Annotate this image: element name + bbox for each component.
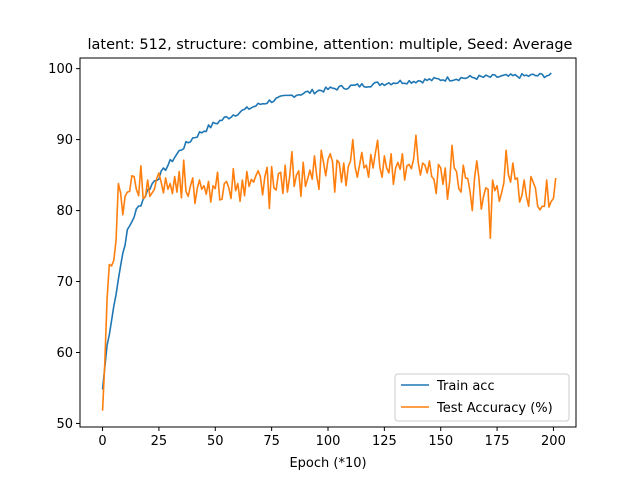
x-tick-label: 50	[207, 434, 224, 449]
axis-ticks: 0 25 50 75 100 125 150 175 200 50 60 70 80 90 100	[48, 62, 566, 449]
x-tick-label: 150	[428, 434, 453, 449]
x-tick-label: 200	[541, 434, 566, 449]
x-tick-label: 100	[316, 434, 341, 449]
y-tick-label: 50	[56, 417, 73, 432]
y-tick-label: 90	[56, 133, 73, 148]
legend-label-test-accuracy: Test Accuracy (%)	[436, 401, 553, 416]
y-tick-label: 80	[56, 204, 73, 219]
series-line-test-accuracy	[101, 134, 557, 411]
x-tick-label: 75	[263, 434, 280, 449]
x-tick-label: 25	[151, 434, 168, 449]
legend-box	[394, 373, 570, 422]
plot-area	[101, 72, 557, 411]
x-tick-label: 175	[485, 434, 510, 449]
y-tick-label: 70	[56, 275, 73, 290]
series-line-train-acc	[101, 72, 552, 390]
x-axis-label: Epoch (*10)	[289, 456, 366, 471]
legend: Train acc Test Accuracy (%)	[394, 373, 570, 422]
x-tick-label: 0	[98, 434, 106, 449]
chart-title: latent: 512, structure: combine, attenti…	[88, 37, 573, 53]
axes-frame	[79, 57, 577, 428]
y-tick-label: 100	[48, 62, 73, 77]
legend-label-train-acc: Train acc	[436, 379, 495, 394]
x-tick-label: 125	[372, 434, 397, 449]
y-tick-label: 60	[56, 346, 73, 361]
